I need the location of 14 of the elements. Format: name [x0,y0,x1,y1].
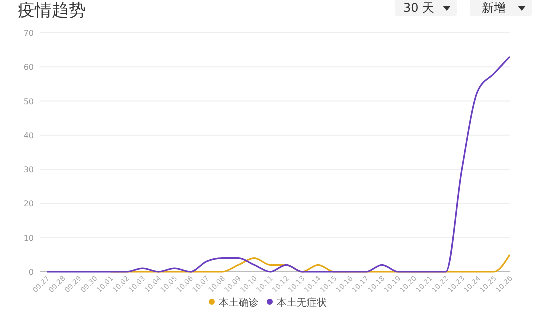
legend-label: 本土确诊 [219,297,259,309]
y-tick-label: 10 [24,234,34,243]
y-tick-label: 20 [24,200,34,209]
y-tick-label: 0 [28,268,34,277]
y-tick-label: 40 [24,131,34,140]
legend-label: 本土无症状 [277,297,327,309]
y-tick-label: 60 [24,63,34,72]
y-tick-label: 30 [24,166,34,175]
y-tick-label: 70 [24,29,34,38]
chart-title: 疫情趋势 [18,1,86,21]
y-tick-label: 50 [24,97,34,106]
text: 新增 [482,1,506,15]
text: 30 天 [403,1,435,15]
line-series [46,56,511,273]
